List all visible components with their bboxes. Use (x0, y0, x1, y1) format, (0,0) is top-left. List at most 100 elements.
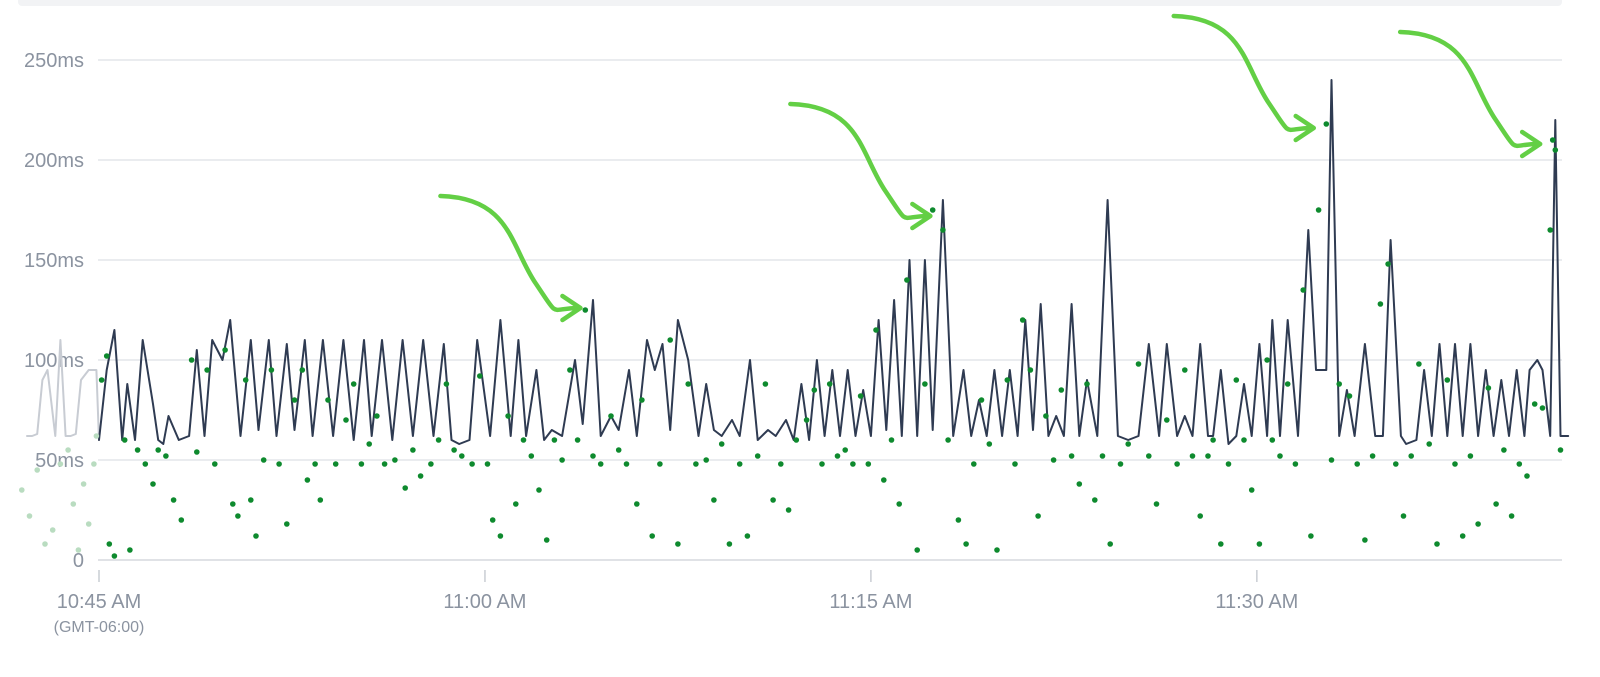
data-point (1408, 453, 1414, 459)
faded-points-layer (19, 433, 100, 553)
data-point (826, 381, 833, 387)
top-band (18, 0, 1562, 6)
annotation-arrow (438, 193, 583, 323)
data-point (1493, 501, 1499, 507)
data-point (163, 453, 169, 459)
data-point (451, 447, 457, 453)
faded-data-point (75, 547, 82, 553)
data-point (477, 373, 483, 379)
data-point (1346, 393, 1353, 399)
data-point (1256, 541, 1263, 547)
data-point (657, 461, 663, 467)
data-point (785, 507, 792, 513)
faded-data-point (57, 461, 64, 467)
data-point (770, 497, 776, 503)
data-point (325, 397, 331, 403)
data-point (204, 367, 210, 373)
faded-data-point (85, 521, 92, 527)
data-point (536, 487, 542, 493)
faded-data-point (34, 467, 40, 473)
data-point (98, 377, 105, 383)
data-point (1117, 461, 1124, 467)
data-point (675, 541, 681, 547)
data-point (1315, 207, 1322, 213)
faded-data-point (80, 481, 87, 487)
data-point (582, 307, 589, 313)
data-point (1135, 361, 1142, 367)
latency-line-layer (98, 79, 1570, 445)
faded-data-point (49, 527, 56, 533)
data-point (1452, 461, 1458, 467)
data-point (914, 547, 920, 553)
data-point (857, 393, 864, 399)
data-point (392, 457, 398, 463)
data-point (242, 377, 249, 383)
data-point (1369, 453, 1376, 459)
data-point (685, 381, 691, 387)
data-point (1323, 121, 1330, 127)
data-point (1426, 441, 1432, 447)
data-point (1552, 147, 1559, 153)
data-point (1043, 413, 1049, 419)
data-point (1308, 533, 1314, 539)
data-point (1400, 513, 1407, 519)
y-tick-label: 150ms (24, 250, 84, 272)
data-point (358, 461, 365, 467)
data-point (1459, 533, 1466, 539)
data-point (1292, 461, 1299, 467)
data-point (1210, 437, 1216, 443)
data-point (1557, 447, 1564, 453)
data-point (819, 461, 825, 467)
data-point (1434, 541, 1440, 547)
data-point (1153, 501, 1160, 507)
data-point (1092, 497, 1098, 503)
data-point (1225, 461, 1232, 467)
data-point (1539, 405, 1546, 411)
x-tick-label: 11:30 AM (1215, 591, 1298, 613)
faded-data-point (19, 487, 25, 493)
data-point (597, 461, 604, 467)
data-point (778, 461, 784, 467)
data-point (520, 437, 527, 443)
data-point (1336, 381, 1342, 387)
data-point (253, 533, 259, 539)
arrow-head (1293, 113, 1316, 143)
data-point (1248, 487, 1255, 493)
data-point (1393, 461, 1399, 467)
data-point (155, 447, 161, 453)
data-point (1164, 417, 1170, 423)
data-point (667, 337, 673, 343)
data-point (1058, 387, 1065, 393)
data-point (1012, 461, 1018, 467)
data-point (865, 461, 872, 467)
data-point (1035, 513, 1041, 519)
data-point (235, 513, 241, 519)
data-point (222, 347, 228, 353)
data-point (1531, 401, 1538, 407)
data-point (1269, 437, 1276, 443)
data-point (497, 533, 504, 539)
data-point (366, 441, 373, 447)
data-point (1125, 441, 1131, 447)
data-point (726, 541, 733, 547)
data-point (1197, 513, 1203, 519)
data-point (881, 477, 887, 483)
data-point (1233, 377, 1240, 383)
data-point (754, 453, 761, 459)
faded-data-point (26, 513, 33, 519)
data-point (649, 533, 655, 539)
data-point (929, 207, 936, 213)
y-tick-label: 200ms (24, 150, 84, 172)
data-point (634, 501, 640, 507)
arrow-shaft (1397, 29, 1541, 149)
data-point (945, 437, 951, 443)
faded-data-point (93, 433, 100, 439)
data-point (904, 277, 910, 283)
data-point (1524, 473, 1530, 479)
data-point (1076, 481, 1083, 487)
annotation-arrow (1171, 13, 1316, 143)
data-point (505, 413, 511, 419)
data-point (1328, 457, 1335, 463)
data-point (850, 461, 856, 467)
